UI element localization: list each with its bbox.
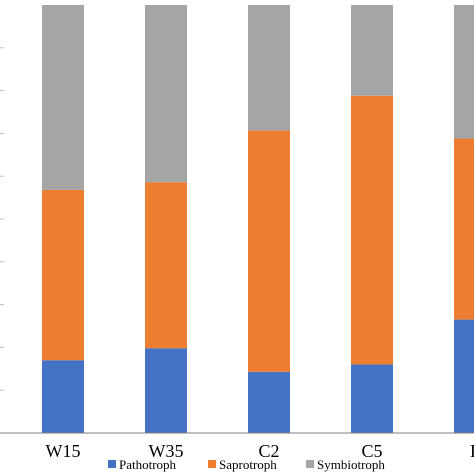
bar-c2-symbiotroph (248, 5, 290, 131)
legend-swatch-symbiotroph (306, 460, 314, 468)
bar-c5-saprotroph (351, 95, 393, 365)
bar-f-saprotroph (454, 138, 474, 320)
legend-label-saprotroph: Saprotroph (219, 457, 277, 472)
bar-f-pathotroph (454, 319, 474, 433)
bar-w15-saprotroph (42, 189, 84, 361)
legend-swatch-saprotroph (208, 460, 216, 468)
bars-group (42, 5, 474, 433)
x-axis-labels: W15 W35 C2 C5 F (46, 441, 474, 461)
x-tick-label: W15 (46, 441, 81, 461)
x-tick-label: F (470, 441, 474, 461)
legend-label-pathotroph: Pathotroph (119, 457, 177, 472)
bar-w35-saprotroph (145, 182, 187, 349)
legend-label-symbiotroph: Symbiotroph (317, 457, 385, 472)
y-axis-ticks (0, 47, 4, 391)
x-tick-label: W35 (149, 441, 184, 461)
x-tick-label: C2 (258, 441, 279, 461)
bar-c2-pathotroph (248, 371, 290, 433)
bar-c5-symbiotroph (351, 5, 393, 96)
bar-w15-pathotroph (42, 360, 84, 433)
bar-c5-pathotroph (351, 364, 393, 433)
legend-swatch-pathotroph (108, 460, 116, 468)
bar-w35-symbiotroph (145, 5, 187, 183)
bar-w35-pathotroph (145, 348, 187, 433)
bar-f-symbiotroph (454, 5, 474, 139)
bar-c2-saprotroph (248, 130, 290, 372)
x-tick-label: C5 (361, 441, 382, 461)
legend: Pathotroph Saprotroph Symbiotroph (108, 457, 385, 472)
bar-w15-symbiotroph (42, 5, 84, 190)
